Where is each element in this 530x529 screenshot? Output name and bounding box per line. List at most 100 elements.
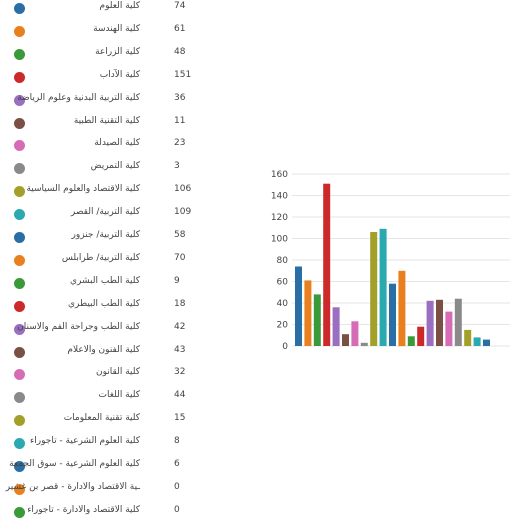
bar[interactable] — [398, 270, 406, 347]
legend-item[interactable]: كلية الصيدلة 23 — [0, 138, 200, 162]
legend-label: كلية التمريض — [90, 161, 140, 172]
legend-label: كلية العلوم الشرعية - تاجوراء — [30, 436, 140, 447]
bar[interactable] — [379, 228, 387, 346]
legend-item[interactable]: كلية الزراعة 48 — [0, 46, 200, 71]
bar[interactable] — [360, 342, 368, 346]
legend-label: كلية الطب وجراحة الفم والاسنان — [17, 321, 140, 332]
bar[interactable] — [351, 321, 359, 346]
bar[interactable] — [464, 329, 472, 346]
legend-value: 6 — [174, 459, 180, 469]
legend-value: 9 — [174, 275, 180, 286]
legend-color-dot — [14, 461, 25, 472]
y-tick-label: 100 — [271, 235, 288, 245]
legend-value: 3 — [174, 161, 180, 172]
y-tick-label: 140 — [271, 192, 288, 202]
legend-value: 70 — [174, 252, 186, 263]
legend-item[interactable]: كلية العلوم الشرعية - تاجوراء 8 — [0, 436, 200, 460]
legend-value: 15 — [174, 413, 186, 424]
legend-value: 61 — [174, 23, 186, 34]
legend-item[interactable]: كلية التربية/ طرابلس 70 — [0, 252, 200, 277]
legend-item[interactable]: كلية الآداب 151 — [0, 69, 200, 94]
legend-value: 8 — [174, 436, 180, 447]
bar[interactable] — [454, 298, 462, 346]
bar[interactable] — [436, 299, 443, 346]
legend-item[interactable]: كلية التقنية الطبية 11 — [0, 115, 200, 140]
legend-color-dot — [14, 117, 25, 129]
legend-label: كلية التقنية الطبية — [73, 115, 140, 126]
legend-color-dot — [14, 48, 25, 60]
bar[interactable] — [473, 337, 481, 346]
bar[interactable] — [295, 266, 302, 347]
bar[interactable] — [407, 336, 415, 346]
legend-color-dot — [14, 163, 25, 175]
legend-label: كلية الصيدلة — [94, 138, 140, 149]
legend-item[interactable]: كلية الطب البيطري 18 — [0, 298, 200, 323]
legend-color-dot — [14, 346, 25, 358]
legend-value: 0 — [174, 481, 180, 492]
bar[interactable] — [304, 280, 312, 346]
bar[interactable] — [323, 183, 331, 346]
legend-value: 106 — [174, 184, 192, 195]
legend-item[interactable]: ـية الاقتصاد والادارة - قصر بن غشير 0 — [0, 481, 200, 506]
bar[interactable] — [370, 232, 378, 346]
legend-item[interactable]: كلية التمريض 3 — [0, 161, 200, 185]
legend-label: كلية الآداب — [99, 69, 140, 80]
legend-label: كلية تقنية المعلومات — [63, 413, 140, 424]
legend-label: كلية الاقتصاد والعلوم السياسية — [26, 184, 140, 195]
legend-item[interactable]: كلية الطب البشري 9 — [0, 275, 200, 300]
bar[interactable] — [483, 339, 490, 346]
legend-label: ـية الاقتصاد والادارة - قصر بن غشير — [5, 481, 140, 492]
y-tick-label: 40 — [277, 299, 289, 309]
legend-label: كلية التربية/ طرابلس — [61, 252, 140, 263]
legend-color-dot — [14, 300, 25, 312]
bar[interactable] — [332, 307, 340, 346]
bar[interactable] — [445, 311, 453, 346]
legend-item[interactable]: كلية تقنية المعلومات 15 — [0, 413, 200, 437]
legend-label: كلية الطب البشري — [70, 275, 140, 286]
legend-value: 18 — [174, 298, 186, 309]
bar[interactable] — [389, 283, 396, 346]
legend-value: 43 — [174, 344, 186, 355]
legend-color-dot — [14, 186, 25, 198]
legend-label: كلية التربية البدنية وعلوم الرياضة — [17, 92, 140, 103]
legend-color-dot — [14, 506, 25, 518]
legend-color-dot — [14, 438, 25, 450]
bar[interactable] — [342, 334, 349, 346]
legend-item[interactable]: كلية الهندسة 61 — [0, 23, 200, 48]
legend-color-dot — [14, 94, 25, 106]
legend-color-dot — [14, 277, 25, 289]
legend-item[interactable]: كلية العلوم 74 — [0, 1, 200, 25]
legend-color-dot — [14, 254, 25, 266]
bar[interactable] — [426, 300, 434, 346]
legend-item[interactable]: كلية القانون 32 — [0, 367, 200, 391]
legend-value: 44 — [174, 390, 186, 401]
legend-label: كلية التربية/ القصر — [70, 207, 140, 218]
legend-label: كلية القانون — [96, 367, 140, 378]
legend-label: كلية الطب البيطري — [67, 298, 140, 309]
legend-label: كلية الزراعة — [95, 46, 140, 57]
legend-item[interactable]: كلية الاقتصاد والعلوم السياسية 106 — [0, 184, 200, 208]
legend-item[interactable]: كلية التربية/ جنزور 58 — [0, 230, 200, 254]
bar[interactable] — [417, 326, 425, 346]
legend-value: 58 — [174, 230, 186, 240]
legend-value: 23 — [174, 138, 186, 149]
legend-label: كلية العلوم — [99, 1, 140, 11]
legend-item[interactable]: كلية التربية/ القصر 109 — [0, 207, 200, 231]
legend-color-dot — [14, 140, 25, 152]
y-tick-label: 0 — [282, 342, 288, 352]
legend-value: 48 — [174, 46, 186, 57]
legend-label: كلية اللغات — [98, 390, 140, 401]
legend-color-dot — [14, 483, 25, 495]
y-tick-label: 60 — [277, 278, 289, 288]
y-tick-label: 80 — [277, 256, 289, 266]
legend-color-dot — [14, 209, 25, 221]
legend-item[interactable]: كلية التربية البدنية وعلوم الرياضة 36 — [0, 92, 200, 117]
legend-item[interactable]: كلية الطب وجراحة الفم والاسنان 42 — [0, 321, 200, 346]
legend-color-dot — [14, 25, 25, 37]
legend-label: كلية الهندسة — [93, 23, 140, 34]
bar[interactable] — [313, 294, 321, 346]
legend-item[interactable]: كلية الفنون والاعلام 43 — [0, 344, 200, 369]
legend-item[interactable]: كلية العلوم الشرعية - سوق الجمعة 6 — [0, 459, 200, 483]
legend-item[interactable]: كلية اللغات 44 — [0, 390, 200, 414]
legend-item[interactable]: كلية الاقتصاد والادارة - تاجوراء 0 — [0, 505, 200, 529]
